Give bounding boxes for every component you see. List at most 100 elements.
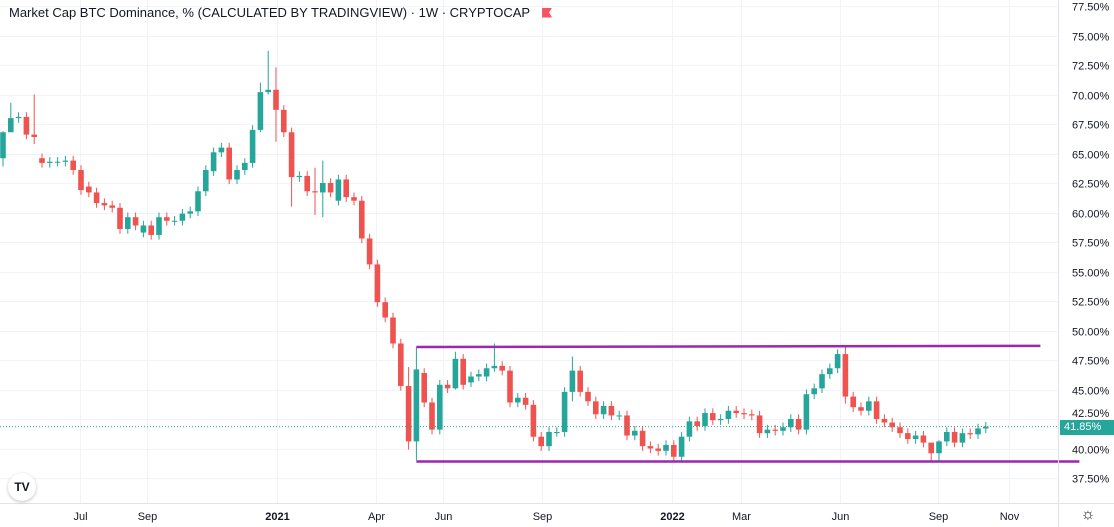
candle-down	[795, 414, 802, 435]
candle-up	[320, 160, 326, 218]
candle-up	[171, 216, 178, 226]
gear-icon[interactable]: ☼	[1080, 506, 1096, 523]
candle-down	[694, 416, 700, 431]
candle-body	[951, 431, 958, 443]
candle-body	[429, 402, 435, 430]
candle-body	[23, 116, 30, 135]
candle-body	[593, 401, 599, 415]
candle-body	[546, 431, 552, 447]
time-tick-label: Nov	[1000, 511, 1020, 523]
candle-up	[265, 50, 271, 95]
candle-up	[413, 347, 420, 461]
time-tick-label: Mar	[732, 511, 751, 523]
candle-body	[382, 302, 388, 318]
trendlines[interactable]	[0, 344, 1080, 463]
candle-down	[624, 410, 630, 441]
candle-body	[148, 225, 154, 235]
candle-down	[585, 387, 591, 407]
candle-body	[265, 89, 271, 93]
candle-body	[398, 343, 404, 386]
candle-body	[281, 109, 287, 133]
candle-body	[920, 435, 927, 443]
candle-body	[203, 170, 209, 192]
candle-down	[593, 396, 599, 419]
candle-down	[889, 417, 895, 432]
candle-body	[140, 225, 147, 233]
candle-body	[749, 414, 755, 416]
flag-icon[interactable]	[542, 7, 553, 18]
candle-body	[538, 436, 544, 447]
candle-up	[788, 414, 794, 432]
price-tick-label: 57.50%	[1072, 238, 1110, 250]
candle-down	[117, 203, 123, 234]
candle-body	[819, 374, 825, 389]
candle-down	[281, 105, 287, 137]
price-tick-label: 55.00%	[1072, 268, 1110, 280]
candle-body	[70, 160, 76, 171]
candle-body	[210, 152, 217, 172]
candle-body	[366, 238, 373, 265]
price-axis[interactable]: 77.50% 75.00% 72.50% 70.00% 67.50% 65.00% 62.5…	[1072, 2, 1110, 486]
candle-body	[522, 397, 529, 405]
candle-body	[967, 433, 973, 435]
candle-up	[195, 186, 201, 217]
candle-up	[218, 142, 225, 158]
candle-down	[359, 195, 365, 244]
candle-body	[86, 186, 92, 193]
candle-body	[444, 384, 451, 389]
candle-body	[585, 391, 591, 402]
candle-up	[125, 212, 131, 234]
candle-up	[803, 389, 810, 435]
candle-up	[546, 427, 552, 451]
candle-body	[616, 415, 622, 417]
candle-down	[273, 67, 279, 142]
candle-body	[171, 220, 178, 222]
candle-body	[179, 213, 186, 221]
candle-down	[858, 402, 864, 416]
candle-up	[725, 406, 732, 424]
price-tick-label: 70.00%	[1072, 91, 1110, 103]
candle-body	[897, 427, 903, 434]
candle-up	[242, 158, 248, 175]
candle-body	[858, 407, 864, 411]
price-tick-label: 52.50%	[1072, 297, 1110, 309]
price-tick-label: 72.50%	[1072, 61, 1110, 73]
candle-body	[351, 197, 357, 201]
candle-down	[164, 212, 170, 226]
candle-body	[756, 415, 763, 434]
time-tick-label: Sep	[533, 511, 553, 523]
candle-down	[671, 440, 677, 462]
candle-up	[686, 416, 693, 442]
candle-body	[624, 415, 630, 436]
time-tick-label: Apr	[368, 511, 385, 523]
candle-body	[912, 435, 919, 440]
candle-down	[327, 178, 334, 198]
price-tick-label: 40.00%	[1072, 445, 1110, 457]
candle-body	[54, 161, 61, 163]
candle-body	[569, 370, 576, 392]
candle-down	[522, 393, 529, 410]
candle-up	[554, 427, 560, 437]
time-tick-label: Jun	[832, 511, 850, 523]
candle-body	[39, 158, 45, 163]
candle-down	[647, 441, 654, 454]
price-tick-label: 62.50%	[1072, 179, 1110, 191]
candle-body	[733, 410, 739, 414]
candle-up	[975, 423, 981, 440]
candle-down	[733, 406, 739, 418]
candle-body	[468, 376, 474, 383]
candle-body	[881, 419, 888, 423]
candle-body	[156, 217, 162, 235]
candle-body	[632, 430, 638, 436]
candle-up	[983, 421, 989, 434]
candle-up	[866, 396, 872, 416]
candle-down	[390, 312, 396, 349]
tradingview-logo-icon[interactable]: TV	[8, 473, 36, 501]
price-tick-label: 60.00%	[1072, 209, 1110, 221]
candle-body	[327, 183, 334, 193]
time-axis[interactable]: Jul Sep 2021 Apr Jun Sep 2022 Mar Jun Sep Nov	[73, 511, 1019, 523]
candle-body	[741, 413, 747, 415]
candle-body	[561, 391, 568, 432]
chart-title: Market Cap BTC Dominance, % (CALCULATED …	[9, 5, 531, 20]
